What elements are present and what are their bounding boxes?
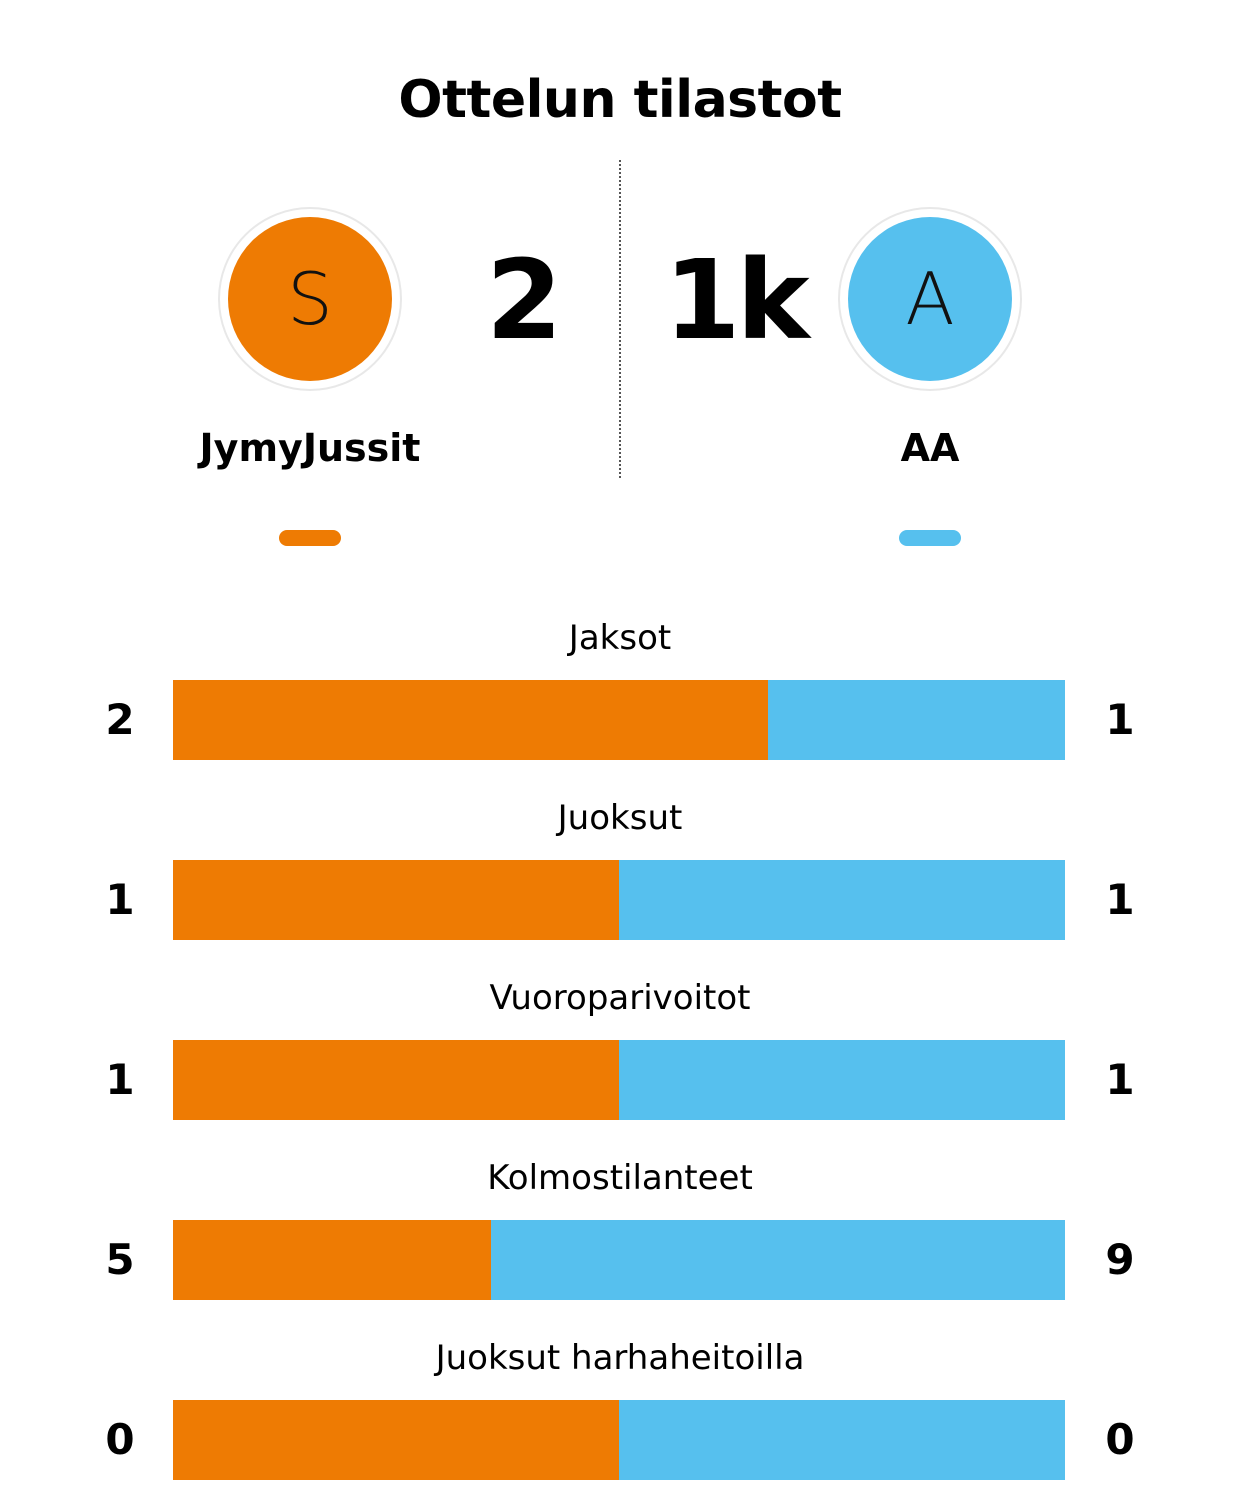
- stat-label: Jaksot: [568, 618, 672, 658]
- stat-bar-away-segment: [619, 1400, 1065, 1480]
- stat-bar: [173, 860, 1065, 940]
- stat-bar-home-segment: [173, 1040, 619, 1120]
- stat-label: Juoksut: [557, 798, 683, 838]
- stat-home-value: 5: [105, 1235, 135, 1284]
- stat-home-value: 0: [105, 1415, 135, 1464]
- stat-bar: [173, 1400, 1065, 1480]
- stat-away-value: 1: [1105, 1055, 1135, 1104]
- stat-bar-away-segment: [767, 680, 1065, 760]
- stat-bar: [173, 1040, 1065, 1120]
- home-avatar-letter: S: [228, 217, 392, 381]
- stat-bar-home-segment: [173, 1400, 619, 1480]
- stat-bar-home-segment: [173, 680, 768, 760]
- home-team-name: JymyJussit: [199, 426, 421, 470]
- away-color-indicator: [899, 530, 961, 546]
- away-score: 1k: [664, 236, 810, 364]
- stat-bar: [173, 1220, 1065, 1300]
- home-color-indicator: [279, 530, 341, 546]
- home-score: 2: [486, 236, 563, 364]
- stat-bar-away-segment: [491, 1220, 1065, 1300]
- stat-bar: [173, 680, 1065, 760]
- stat-home-value: 2: [105, 695, 135, 744]
- home-team-avatar: S: [218, 207, 402, 391]
- away-team-avatar: A: [838, 207, 1022, 391]
- away-avatar-letter: A: [848, 217, 1012, 381]
- stat-bar-home-segment: [173, 1220, 492, 1300]
- stat-away-value: 0: [1105, 1415, 1135, 1464]
- stat-away-value: 9: [1105, 1235, 1135, 1284]
- stat-label: Juoksut harhaheitoilla: [435, 1338, 805, 1378]
- stat-home-value: 1: [105, 875, 135, 924]
- score-divider: [619, 160, 621, 478]
- stat-away-value: 1: [1105, 695, 1135, 744]
- stat-label: Vuoroparivoitot: [489, 978, 751, 1018]
- away-team-name: AA: [900, 426, 960, 470]
- stat-label: Kolmostilanteet: [487, 1158, 753, 1198]
- stat-bar-away-segment: [619, 1040, 1065, 1120]
- stat-bar-home-segment: [173, 860, 619, 940]
- stat-bar-away-segment: [619, 860, 1065, 940]
- page-title: Ottelun tilastot: [398, 70, 842, 130]
- stat-away-value: 1: [1105, 875, 1135, 924]
- stat-home-value: 1: [105, 1055, 135, 1104]
